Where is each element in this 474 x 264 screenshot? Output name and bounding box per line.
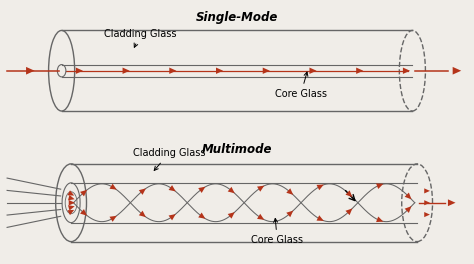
Polygon shape (123, 68, 130, 74)
Polygon shape (76, 68, 83, 74)
Polygon shape (228, 212, 235, 219)
Polygon shape (67, 190, 74, 196)
Text: Cladding Glass: Cladding Glass (104, 29, 177, 47)
Polygon shape (286, 188, 293, 195)
Polygon shape (405, 206, 411, 213)
Polygon shape (198, 213, 205, 219)
Polygon shape (228, 187, 235, 193)
Polygon shape (317, 185, 324, 190)
Polygon shape (80, 209, 87, 216)
Polygon shape (263, 68, 270, 74)
Polygon shape (346, 208, 352, 215)
Polygon shape (139, 188, 146, 195)
Text: Single-Mode: Single-Mode (196, 12, 278, 25)
Polygon shape (109, 184, 117, 190)
Polygon shape (424, 200, 430, 205)
Polygon shape (198, 187, 205, 193)
Polygon shape (109, 216, 117, 222)
Polygon shape (169, 214, 176, 220)
Polygon shape (67, 210, 74, 215)
Polygon shape (80, 190, 87, 196)
Polygon shape (376, 216, 383, 222)
Polygon shape (424, 188, 430, 194)
Text: Cladding Glass: Cladding Glass (133, 148, 205, 171)
Polygon shape (453, 67, 461, 74)
Polygon shape (257, 214, 264, 220)
Polygon shape (216, 68, 223, 74)
Text: Multimode: Multimode (202, 144, 272, 157)
Polygon shape (356, 68, 363, 74)
Polygon shape (317, 215, 324, 221)
Polygon shape (68, 195, 75, 200)
Polygon shape (257, 186, 264, 192)
Polygon shape (346, 190, 352, 197)
Polygon shape (69, 200, 75, 205)
Polygon shape (169, 185, 176, 191)
Polygon shape (424, 212, 430, 217)
Polygon shape (139, 211, 146, 217)
Polygon shape (403, 68, 410, 74)
Polygon shape (448, 199, 456, 206)
Polygon shape (68, 205, 75, 210)
Polygon shape (405, 192, 411, 199)
Text: Core Glass: Core Glass (251, 218, 303, 245)
Polygon shape (26, 67, 35, 74)
Text: Core Glass: Core Glass (275, 72, 327, 99)
Polygon shape (376, 183, 383, 189)
Polygon shape (286, 211, 293, 217)
Polygon shape (169, 68, 176, 74)
Polygon shape (310, 68, 317, 74)
